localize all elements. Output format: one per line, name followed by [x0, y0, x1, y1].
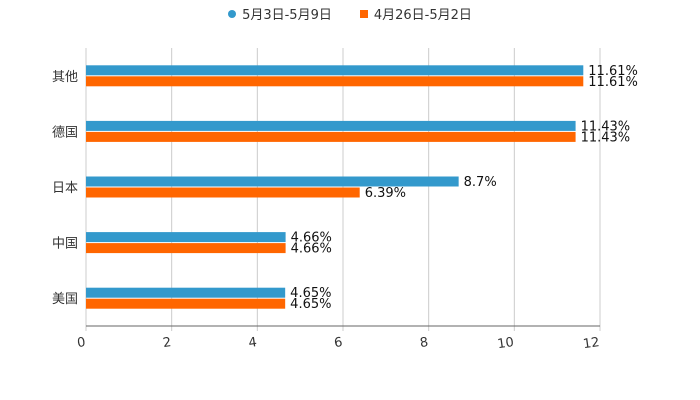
x-tick-label: 4	[248, 335, 258, 351]
bar-series-1-3[interactable]	[86, 232, 286, 243]
x-tick-label: 8	[419, 335, 429, 351]
x-tick-label: 2	[162, 335, 172, 351]
x-tick-label: 10	[496, 335, 514, 352]
data-label-series-1-1: 11.43%	[581, 119, 631, 134]
y-category-label: 其他	[52, 70, 78, 85]
bar-series-1-2[interactable]	[86, 176, 459, 187]
bar-series-1-0[interactable]	[86, 65, 584, 76]
legend-label-series-2: 4月26日-5月2日	[373, 8, 472, 23]
bar-series-2-0[interactable]	[86, 76, 584, 87]
data-label-series-1-3: 4.66%	[291, 231, 332, 246]
x-tick-label: 6	[333, 335, 343, 351]
legend-label-series-1: 5月3日-5月9日	[242, 8, 332, 23]
data-label-series-2-1: 11.43%	[581, 130, 631, 145]
bar-series-1-4[interactable]	[86, 287, 286, 298]
x-tick-label: 12	[582, 335, 600, 352]
bar-series-2-4[interactable]	[86, 298, 286, 309]
data-label-series-2-3: 4.66%	[291, 242, 332, 257]
x-tick-label: 0	[76, 335, 86, 351]
bar-series-2-1[interactable]	[86, 131, 576, 142]
y-category-label: 美国	[52, 292, 78, 307]
legend: 5月3日-5月9日 4月26日-5月2日	[0, 4, 700, 23]
bar-series-2-2[interactable]	[86, 187, 360, 198]
y-category-label: 中国	[52, 237, 78, 252]
data-label-series-1-4: 4.65%	[290, 286, 331, 301]
legend-marker-series-2	[359, 9, 368, 18]
data-label-series-2-2: 6.39%	[365, 186, 406, 201]
data-label-series-2-4: 4.65%	[290, 297, 331, 312]
legend-marker-series-1	[228, 9, 237, 18]
legend-item-series-2[interactable]: 4月26日-5月2日	[359, 4, 472, 23]
data-label-series-2-0: 11.61%	[588, 75, 638, 90]
data-label-series-1-0: 11.61%	[588, 64, 638, 79]
bar-series-2-3[interactable]	[86, 243, 286, 254]
data-label-series-1-2: 8.7%	[464, 175, 497, 190]
bar-series-1-1[interactable]	[86, 120, 576, 131]
y-category-label: 德国	[52, 125, 78, 140]
legend-item-series-1[interactable]: 5月3日-5月9日	[228, 4, 332, 23]
y-category-label: 日本	[52, 181, 78, 196]
